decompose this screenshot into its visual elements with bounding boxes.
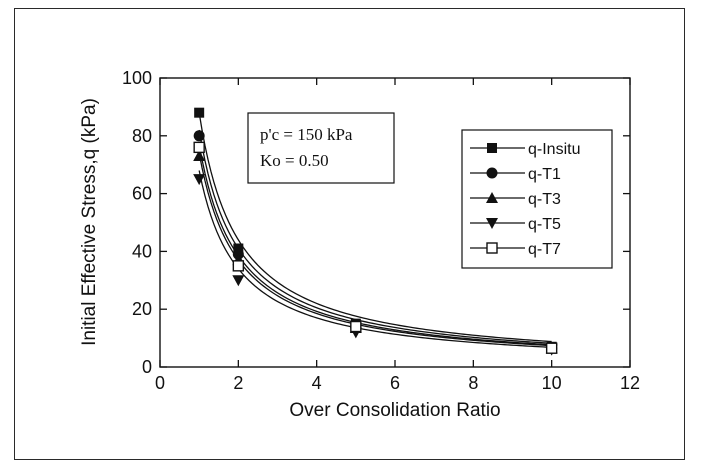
legend-label: q-T5 bbox=[528, 216, 561, 233]
data-point bbox=[193, 150, 206, 162]
legend-marker bbox=[486, 167, 498, 179]
x-tick-label: 10 bbox=[542, 373, 562, 393]
y-tick-label: 100 bbox=[122, 68, 152, 88]
fit-curve-2 bbox=[198, 129, 552, 344]
data-point bbox=[350, 320, 362, 333]
fit-curve-3 bbox=[198, 144, 552, 346]
fit-curve-5 bbox=[198, 153, 552, 347]
x-tick-label: 0 bbox=[155, 373, 165, 393]
x-tick-label: 12 bbox=[620, 373, 640, 393]
fit-curve-1 bbox=[198, 112, 552, 343]
data-point bbox=[193, 174, 206, 186]
legend: q-Insitu q-T1 q-T3 q-T5 q-T7 bbox=[461, 129, 613, 269]
annotation-line-2: Ko = 0.50 bbox=[260, 151, 329, 170]
x-axis-label: Over Consolidation Ratio bbox=[289, 400, 500, 421]
fit-curve-4 bbox=[198, 170, 552, 348]
y-tick-label: 40 bbox=[132, 241, 152, 261]
y-tick-label: 80 bbox=[132, 126, 152, 146]
legend-marker bbox=[486, 242, 498, 254]
legend-label: q-T7 bbox=[528, 241, 561, 258]
legend-label: q-Insitu bbox=[528, 141, 580, 158]
data-point bbox=[545, 342, 558, 354]
x-tick-label: 8 bbox=[468, 373, 478, 393]
annotation-box: p'c = 150 kPa Ko = 0.50 bbox=[247, 112, 395, 184]
legend-marker bbox=[486, 192, 498, 203]
x-tick-label: 4 bbox=[312, 373, 322, 393]
legend-label: q-T3 bbox=[528, 191, 561, 208]
y-axis-label: Initial Effective Stress,q (kPa) bbox=[79, 98, 100, 346]
legend-marker bbox=[486, 218, 498, 229]
legend-label: q-T1 bbox=[528, 166, 561, 183]
data-point bbox=[233, 243, 244, 254]
annotation-line-1: p'c = 150 kPa bbox=[260, 125, 353, 144]
x-tick-label: 2 bbox=[233, 373, 243, 393]
x-tick-label: 6 bbox=[390, 373, 400, 393]
y-tick-label: 60 bbox=[132, 184, 152, 204]
data-point bbox=[194, 107, 205, 118]
y-tick-label: 20 bbox=[132, 299, 152, 319]
data-point bbox=[232, 275, 245, 287]
data-point bbox=[193, 130, 205, 142]
data-point bbox=[232, 260, 245, 272]
y-tick-label: 0 bbox=[142, 357, 152, 377]
legend-marker bbox=[487, 143, 497, 153]
data-point bbox=[193, 141, 205, 154]
